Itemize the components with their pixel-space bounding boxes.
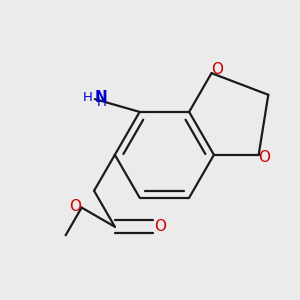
Text: O: O xyxy=(258,151,270,166)
Text: H: H xyxy=(82,91,92,104)
Text: N: N xyxy=(94,90,107,105)
Text: H: H xyxy=(97,96,107,110)
Text: O: O xyxy=(69,199,81,214)
Text: O: O xyxy=(154,219,166,234)
Text: O: O xyxy=(211,62,223,77)
